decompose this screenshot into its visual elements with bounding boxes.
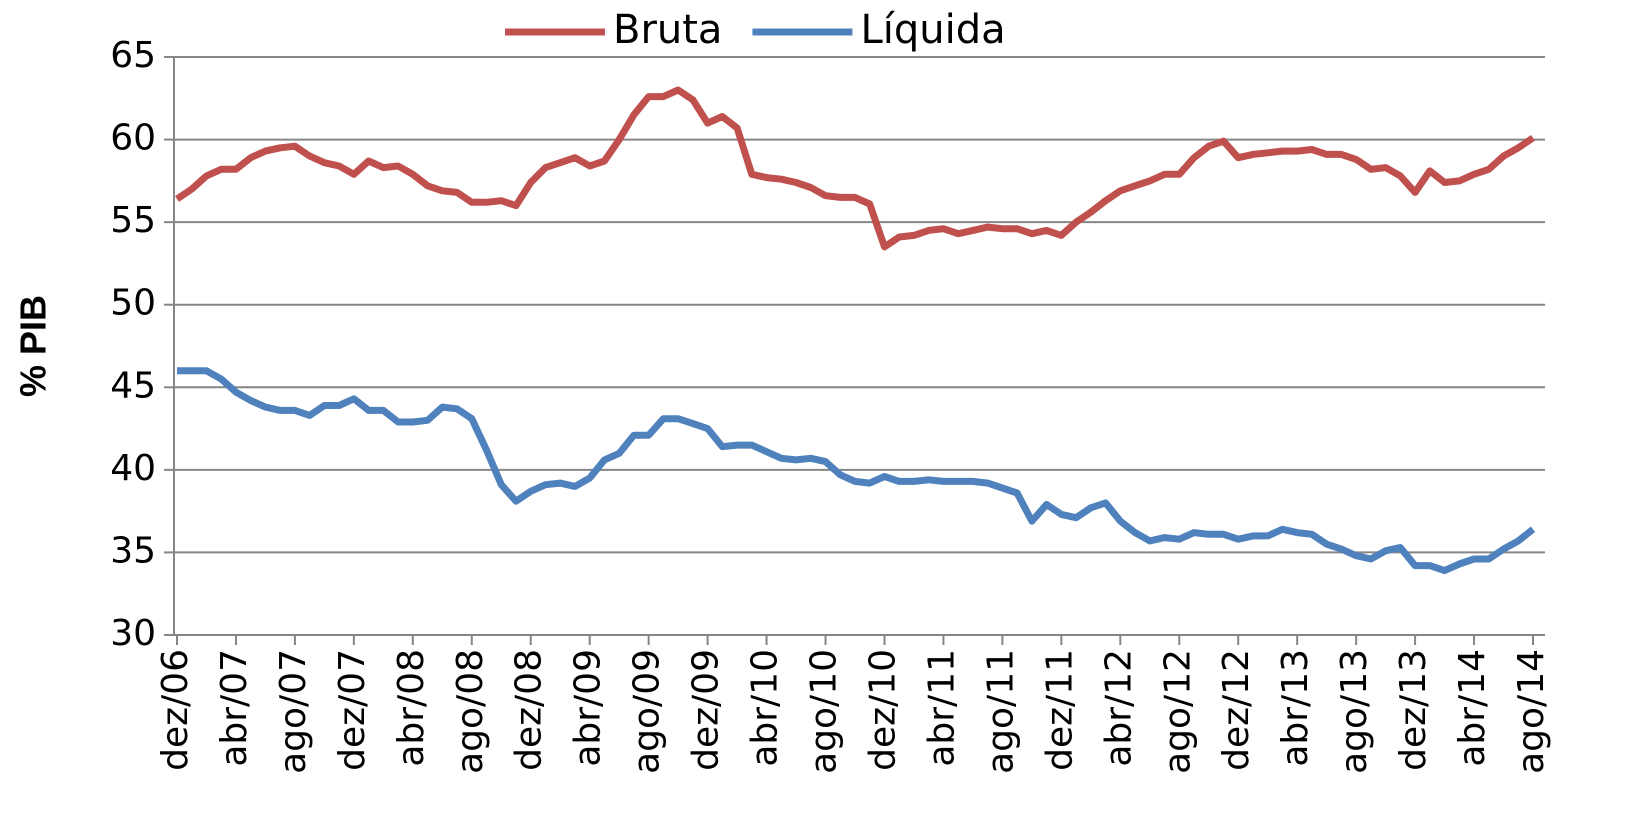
x-tick-label: ago/08 <box>450 649 491 774</box>
x-tick-label: abr/08 <box>391 649 432 767</box>
x-tick-label: abr/12 <box>1098 649 1139 767</box>
x-tick-label: ago/14 <box>1511 649 1552 774</box>
x-tick-label: dez/13 <box>1393 649 1434 771</box>
x-tick-label: dez/10 <box>862 649 903 771</box>
x-tick-label: abr/07 <box>214 649 255 767</box>
y-tick-label: 30 <box>110 613 156 654</box>
legend-label: Bruta <box>613 7 722 53</box>
y-tick-label: 35 <box>110 530 156 571</box>
x-tick-label: abr/14 <box>1452 649 1493 767</box>
legend-label: Líquida <box>860 7 1005 53</box>
x-tick-label: abr/10 <box>745 649 786 767</box>
x-tick-label: ago/12 <box>1157 649 1198 774</box>
x-tick-label: dez/07 <box>332 649 373 771</box>
y-tick-label: 50 <box>110 283 156 324</box>
y-axis-label: % PIB <box>13 295 54 397</box>
x-tick-label: ago/09 <box>627 649 668 774</box>
x-tick-label: dez/08 <box>509 649 550 771</box>
x-tick-label: ago/10 <box>804 649 845 774</box>
line-series <box>175 86 1535 251</box>
y-tick-label: 45 <box>110 365 156 406</box>
x-tick-label: abr/09 <box>568 649 609 767</box>
x-tick-label: abr/13 <box>1275 649 1316 767</box>
x-tick-label: dez/12 <box>1216 649 1257 771</box>
line-series <box>177 367 1536 575</box>
x-tick-label: abr/11 <box>921 649 962 767</box>
y-tick-label: 65 <box>110 35 156 76</box>
x-tick-label: dez/09 <box>686 649 727 771</box>
y-tick-label: 40 <box>110 448 156 489</box>
x-tick-label: dez/06 <box>155 649 196 771</box>
x-tick-label: ago/13 <box>1334 649 1375 774</box>
y-tick-label: 55 <box>110 200 156 241</box>
x-tick-label: ago/11 <box>980 649 1021 774</box>
x-tick-label: dez/11 <box>1039 649 1080 771</box>
y-tick-label: 60 <box>110 118 156 159</box>
x-tick-label: ago/07 <box>273 649 314 774</box>
